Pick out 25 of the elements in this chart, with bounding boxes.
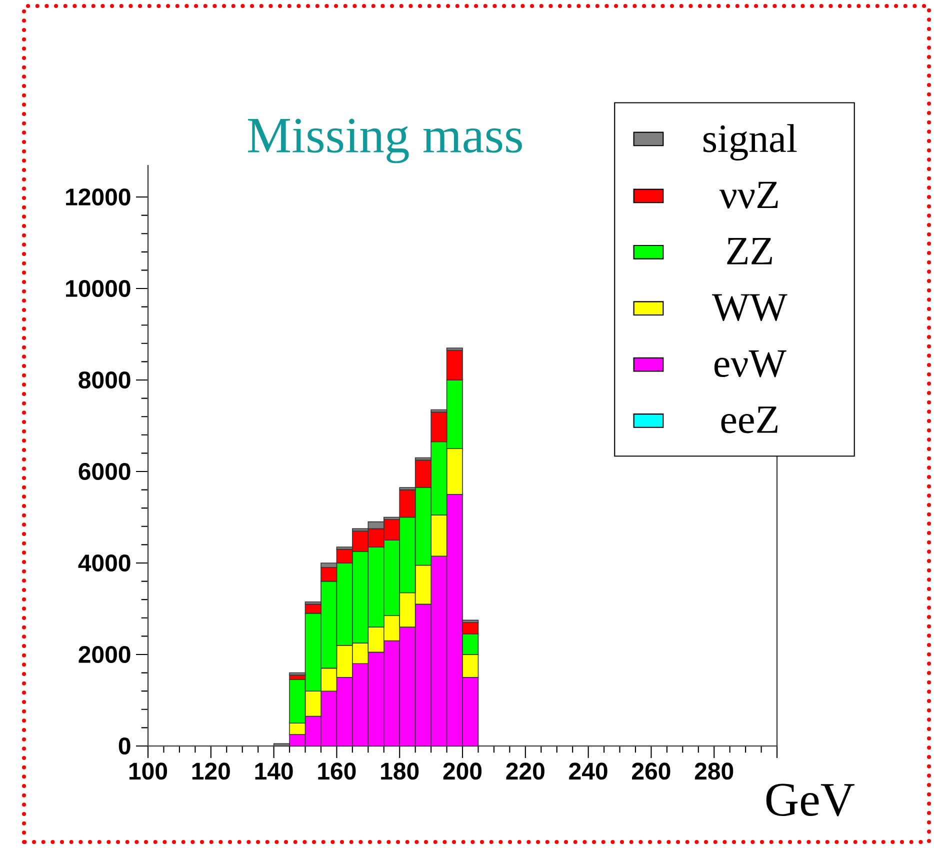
legend-label: signal — [704, 124, 797, 160]
y-tick-label: 4000 — [78, 554, 130, 572]
x-tick-label: 260 — [632, 762, 670, 780]
y-tick-label: 0 — [118, 737, 130, 754]
legend-label: eνW — [714, 350, 786, 378]
y-tick-label: 12000 — [66, 188, 130, 206]
x-tick-label: 200 — [443, 762, 482, 780]
y-tick-label: 2000 — [78, 646, 130, 663]
x-axis-title: GeV — [766, 784, 854, 816]
legend-label: ννZ — [719, 182, 778, 208]
x-tick-label: 280 — [694, 762, 734, 780]
y-tick-label: 8000 — [78, 371, 130, 388]
legend-label: eeZ — [721, 406, 778, 434]
y-tick-label: 10000 — [66, 280, 130, 297]
chart-title: Missing mass — [248, 118, 522, 164]
y-tick-label: 6000 — [78, 462, 130, 480]
x-tick-label: 140 — [255, 762, 293, 780]
legend-label: ZZ — [727, 238, 772, 264]
legend-label: WW — [712, 294, 788, 322]
x-tick-label: 180 — [381, 762, 419, 780]
x-tick-label: 220 — [506, 762, 544, 780]
x-tick-label: 240 — [569, 762, 608, 780]
x-tick-label: 100 — [129, 762, 168, 780]
x-tick-label: 120 — [192, 762, 230, 780]
x-tick-label: 160 — [318, 762, 356, 780]
